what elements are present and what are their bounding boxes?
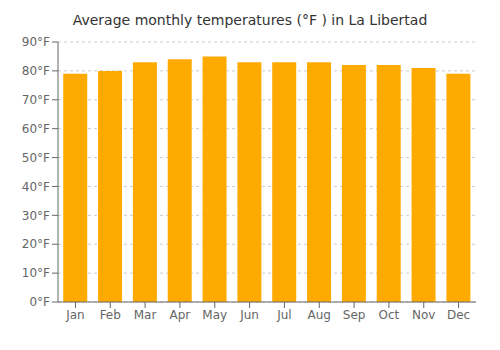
svg-text:70°F: 70°F <box>22 93 50 107</box>
svg-text:Jul: Jul <box>276 308 291 322</box>
svg-text:0°F: 0°F <box>29 295 50 309</box>
svg-text:Sep: Sep <box>343 308 366 322</box>
svg-text:Aug: Aug <box>308 308 331 322</box>
svg-text:Feb: Feb <box>100 308 121 322</box>
svg-text:80°F: 80°F <box>22 64 50 78</box>
svg-text:30°F: 30°F <box>22 209 50 223</box>
svg-text:Jan: Jan <box>65 308 85 322</box>
svg-text:60°F: 60°F <box>22 122 50 136</box>
svg-text:20°F: 20°F <box>22 237 50 251</box>
svg-text:Nov: Nov <box>412 308 435 322</box>
svg-text:May: May <box>202 308 227 322</box>
svg-text:Mar: Mar <box>134 308 157 322</box>
svg-text:Apr: Apr <box>170 308 191 322</box>
svg-text:40°F: 40°F <box>22 180 50 194</box>
svg-text:Jun: Jun <box>239 308 259 322</box>
svg-text:Oct: Oct <box>379 308 400 322</box>
svg-text:Dec: Dec <box>447 308 470 322</box>
svg-text:90°F: 90°F <box>22 35 50 49</box>
svg-text:10°F: 10°F <box>22 266 50 280</box>
html-text:Average monthly temperatures (: Average monthly temperatures (°F ) in La… <box>72 12 428 28</box>
svg-text:50°F: 50°F <box>22 151 50 165</box>
